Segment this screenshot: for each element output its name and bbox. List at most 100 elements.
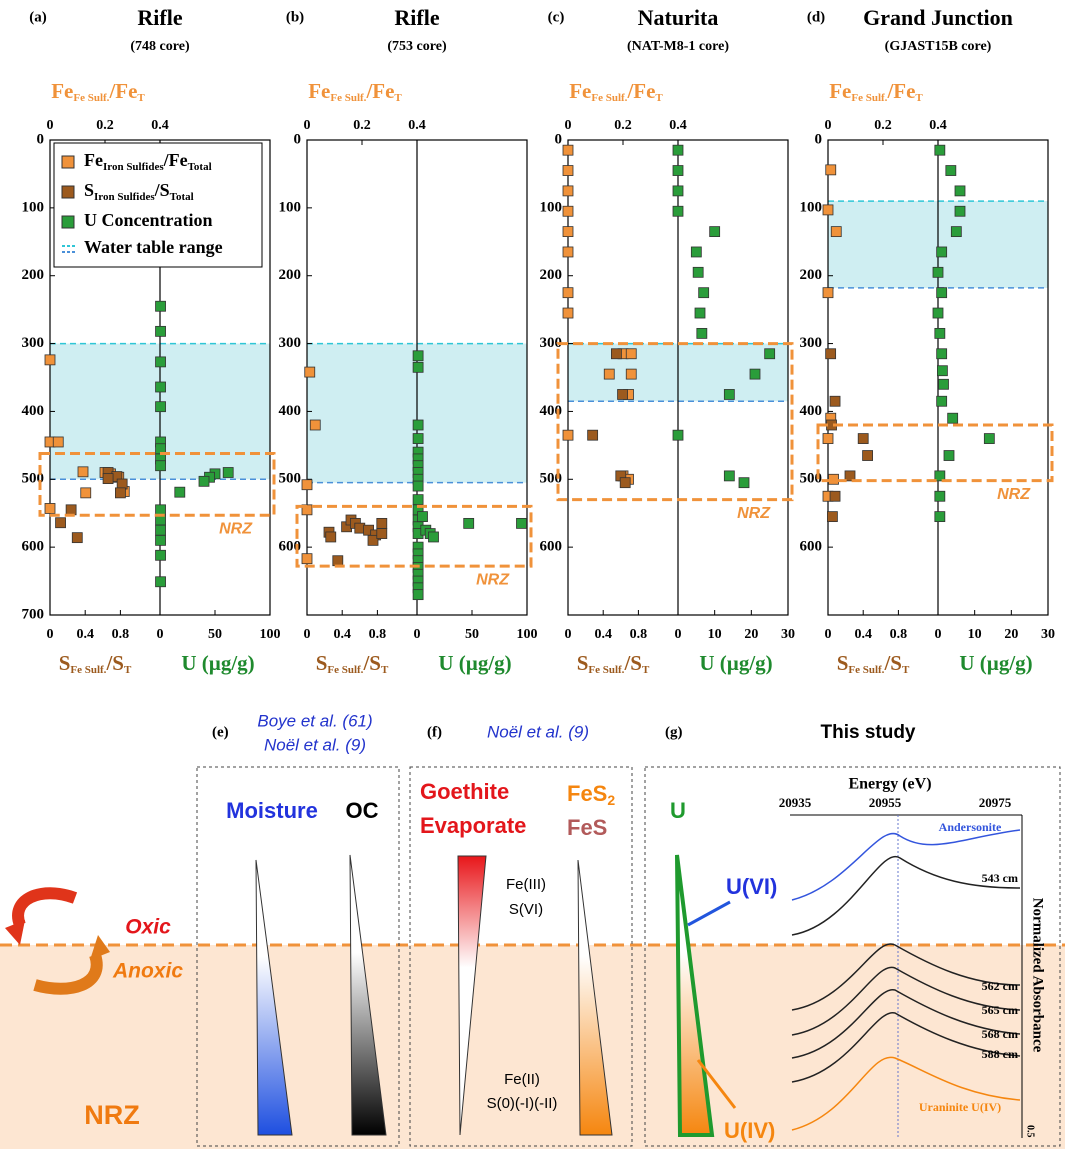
data-point [694, 307, 706, 319]
x-tick-label: 0.8 [112, 627, 130, 642]
bottom-axis-label: SFe Sulf./ST [316, 651, 389, 676]
x-tick-label: 0 [47, 118, 54, 133]
charts: (a) Rifle(748 core)0100200300400500600700… [22, 5, 1056, 675]
x-tick-label: 0.2 [874, 118, 892, 133]
y-tick-label: 500 [800, 471, 823, 487]
data-point [936, 287, 948, 299]
data-point [309, 419, 321, 431]
x-tick-label: 0 [304, 118, 311, 133]
x-tick-label: 0.2 [353, 118, 371, 133]
cycle-arrow-head [5, 920, 25, 945]
panel-title: Rifle [394, 5, 439, 30]
data-point [325, 531, 337, 543]
data-point [301, 504, 313, 516]
data-point [934, 144, 946, 156]
y-tick-label: 400 [279, 403, 302, 419]
subscript: T [137, 92, 145, 104]
data-point [934, 327, 946, 339]
bottom-axis-label: SFe Sulf./ST [577, 651, 650, 676]
data-point [376, 517, 388, 529]
label-part: U (µg/g) [959, 651, 1032, 675]
y-tick-label: 100 [540, 199, 563, 215]
data-point [723, 470, 735, 482]
legend-label: FeIron Sulfides/FeTotal [84, 150, 212, 172]
panel-title: Rifle [137, 5, 182, 30]
data-point [155, 576, 166, 588]
inset-axis-label: Energy (eV) [848, 776, 931, 793]
legend-label: SIron Sulfides/STotal [84, 180, 194, 202]
cycle-arrow [12, 887, 78, 928]
panel-title: Grand Junction [863, 5, 1013, 30]
data-point [562, 226, 574, 238]
inset-tick: 20975 [979, 795, 1012, 810]
data-point [825, 164, 837, 176]
subscript: T [381, 664, 389, 676]
bottom-axis-label: SFe Sulf./ST [837, 651, 910, 676]
data-point [862, 450, 873, 461]
label-fes2: FeS2 [567, 781, 615, 808]
fes-wedge [577, 859, 613, 1136]
y-tick-label: 200 [800, 267, 823, 283]
x-tick-label: 30 [781, 627, 795, 642]
data-point [844, 470, 856, 482]
data-point [934, 490, 946, 502]
scale-label: 0.5 [1025, 1125, 1036, 1138]
spectrum [791, 1056, 1021, 1131]
spectrum-label: 562 cm [982, 979, 1018, 993]
data-point [709, 226, 721, 238]
label-anoxic: Anoxic [112, 960, 183, 983]
x-tick-label: 0 [565, 627, 572, 642]
x-tick-label: 0.4 [854, 627, 872, 642]
x-tick-label: 0.2 [96, 118, 114, 133]
x-tick-label: 0.8 [630, 627, 648, 642]
panel-label: (c) [548, 9, 565, 25]
y-tick-label: 300 [800, 335, 823, 351]
subscript: Fe Sulf. [330, 92, 366, 104]
data-point [696, 327, 708, 339]
y-tick-label: 300 [279, 335, 302, 351]
label-part: S [577, 651, 589, 675]
data-point [945, 165, 957, 176]
data-point [936, 395, 948, 407]
data-point [603, 368, 615, 380]
label-part: /S [362, 651, 381, 675]
data-point [44, 354, 56, 366]
x-tick-label: 0 [675, 627, 682, 642]
x-tick-label: 0.4 [594, 627, 612, 642]
inset-tick: 20955 [869, 795, 902, 810]
data-point [412, 419, 424, 431]
x-tick-label: 0 [825, 118, 832, 133]
inset-tick: 20935 [779, 795, 812, 810]
data-point [412, 589, 424, 601]
data-point [198, 475, 210, 487]
state: S(VI) [509, 901, 543, 918]
panel-subtitle: (NAT-M8-1 core) [627, 39, 729, 54]
label-part: /Fe [886, 79, 915, 103]
x-tick-label: 30 [1041, 627, 1055, 642]
data-point [983, 433, 995, 444]
data-point [954, 185, 966, 197]
data-point [412, 361, 424, 373]
spectrum-label: 588 cm [982, 1047, 1018, 1061]
top-axis-label: FeFe Sulf./FeT [308, 79, 402, 104]
label-part: /Fe [365, 79, 394, 103]
panel-subtitle: (748 core) [130, 39, 190, 54]
x-tick-label: 50 [465, 627, 479, 642]
data-point [155, 356, 166, 368]
nrz-box [816, 423, 1054, 483]
bottom-axis-label: U (µg/g) [959, 651, 1032, 675]
nrz-label: NRZ [219, 520, 253, 537]
data-point [857, 433, 869, 444]
label-evaporate: Evaporate [420, 813, 526, 838]
data-point [77, 466, 89, 478]
y-tick-label: 100 [22, 199, 45, 215]
schematic: (e) Boye et al. (61) Noël et al. (9) Moi… [0, 711, 1065, 1149]
data-point [932, 307, 944, 319]
data-point [749, 368, 761, 380]
panel-subtitle: (GJAST15B core) [885, 39, 992, 54]
label-part: U (µg/g) [438, 651, 511, 675]
subscript: Fe Sulf. [327, 664, 363, 676]
x-tick-label: 20 [744, 627, 758, 642]
spectrum [791, 989, 1021, 1059]
data-point [463, 517, 475, 529]
